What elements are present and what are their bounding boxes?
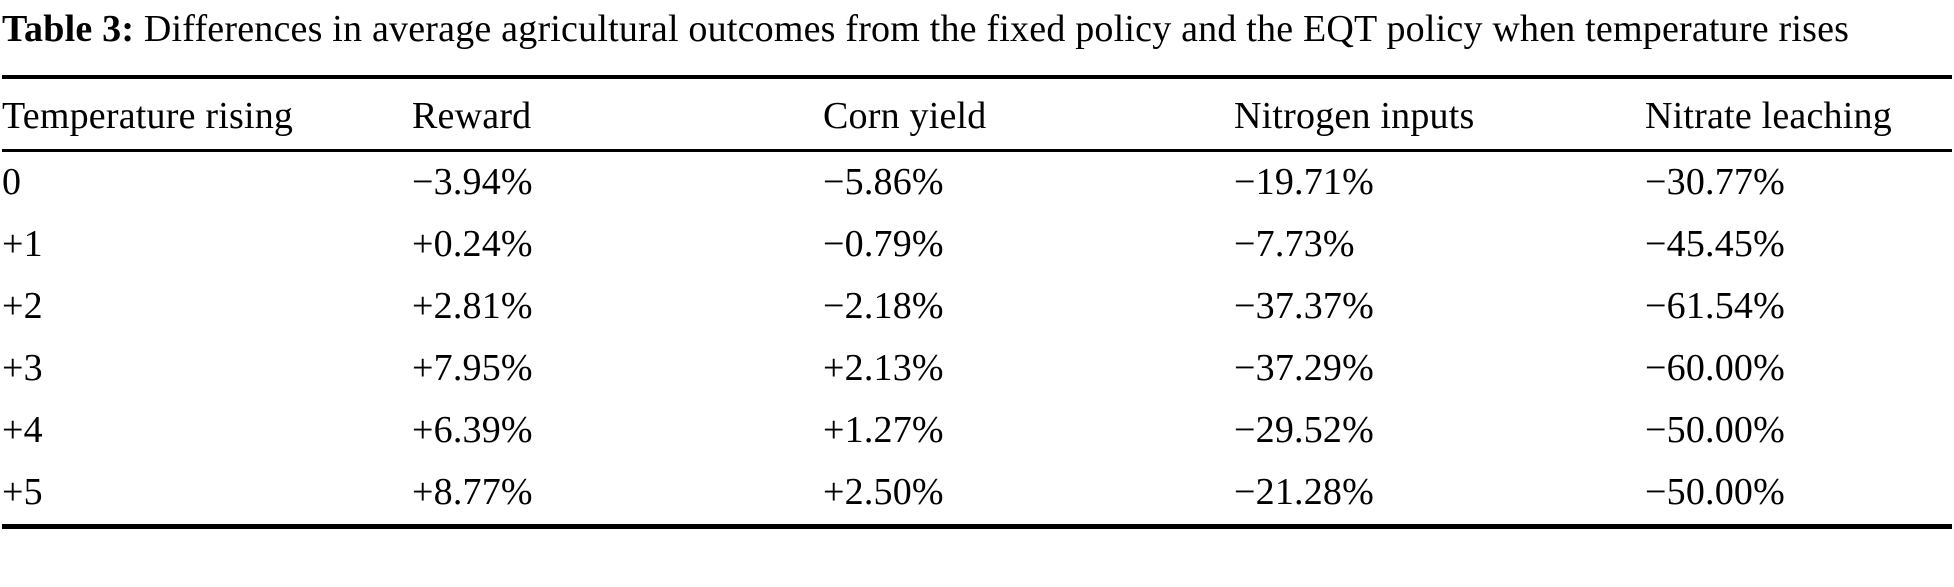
column-header-nitrogen-inputs: Nitrogen inputs (1234, 77, 1645, 152)
cell-nitrogen-inputs: −37.29% (1234, 347, 1374, 389)
table-caption: Table 3: Differences in average agricult… (2, 2, 1952, 54)
cell-reward: +7.95% (412, 347, 533, 389)
cell-nitrogen-inputs: −21.28% (1234, 471, 1374, 513)
cell-temperature: +3 (2, 347, 43, 389)
table-caption-text: Differences in average agricultural outc… (134, 8, 1850, 50)
column-header-corn-yield: Corn yield (823, 77, 1234, 152)
cell-corn-yield: +2.13% (823, 347, 944, 389)
cell-temperature: +1 (2, 223, 43, 265)
cell-nitrate-leaching: −61.54% (1645, 285, 1785, 327)
cell-reward: +0.24% (412, 223, 533, 265)
cell-corn-yield: +1.27% (823, 409, 944, 451)
table-body: 0 −3.94% −5.86% −19.71% −30.77% +1 +0.24… (2, 151, 1952, 527)
cell-reward: +2.81% (412, 285, 533, 327)
cell-nitrate-leaching: −60.00% (1645, 347, 1785, 389)
column-header-reward: Reward (412, 77, 823, 152)
cell-nitrate-leaching: −50.00% (1645, 471, 1785, 513)
cell-temperature: +5 (2, 471, 43, 513)
cell-nitrogen-inputs: −19.71% (1234, 161, 1374, 203)
cell-reward: +8.77% (412, 471, 533, 513)
cell-reward: +6.39% (412, 409, 533, 451)
table-row: 0 −3.94% −5.86% −19.71% −30.77% (2, 151, 1952, 215)
cell-nitrogen-inputs: −37.37% (1234, 285, 1374, 327)
cell-nitrate-leaching: −30.77% (1645, 161, 1785, 203)
cell-nitrate-leaching: −50.00% (1645, 409, 1785, 451)
table-row: +1 +0.24% −0.79% −7.73% −45.45% (2, 214, 1952, 276)
table-row: +3 +7.95% +2.13% −37.29% −60.00% (2, 338, 1952, 400)
cell-corn-yield: +2.50% (823, 471, 944, 513)
table-row: +2 +2.81% −2.18% −37.37% −61.54% (2, 276, 1952, 338)
table-caption-label: Table 3: (2, 8, 135, 50)
cell-corn-yield: −5.86% (823, 161, 944, 203)
table-row: +4 +6.39% +1.27% −29.52% −50.00% (2, 400, 1952, 462)
table-header-row: Temperature rising Reward Corn yield Nit… (2, 77, 1952, 152)
cell-nitrate-leaching: −45.45% (1645, 223, 1785, 265)
table-header: Temperature rising Reward Corn yield Nit… (2, 77, 1952, 152)
table-row: +5 +8.77% +2.50% −21.28% −50.00% (2, 462, 1952, 527)
cell-nitrogen-inputs: −7.73% (1234, 223, 1355, 265)
cell-temperature: 0 (2, 161, 22, 203)
results-table: Temperature rising Reward Corn yield Nit… (2, 75, 1952, 529)
cell-corn-yield: −2.18% (823, 285, 944, 327)
cell-corn-yield: −0.79% (823, 223, 944, 265)
cell-reward: −3.94% (412, 161, 533, 203)
column-header-nitrate-leaching: Nitrate leaching (1645, 77, 1952, 152)
cell-temperature: +4 (2, 409, 43, 451)
column-header-temperature-rising: Temperature rising (2, 77, 412, 152)
cell-temperature: +2 (2, 285, 43, 327)
cell-nitrogen-inputs: −29.52% (1234, 409, 1374, 451)
